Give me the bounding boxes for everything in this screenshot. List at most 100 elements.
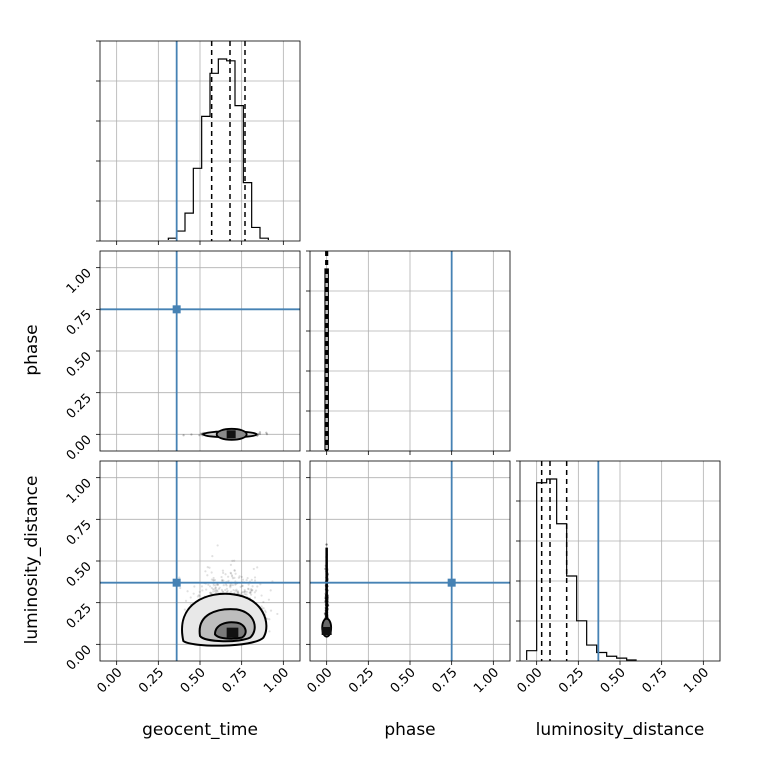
sample-point [238, 575, 241, 578]
sample-point [243, 593, 247, 596]
sample-point [233, 559, 236, 562]
histogram-grid-horizontal [100, 80, 300, 202]
sample-point [224, 588, 227, 592]
sample-point [254, 589, 258, 592]
x-tick-label: 0.50 [178, 665, 209, 696]
sample-point [221, 578, 224, 582]
sample-point [246, 576, 249, 580]
sample-point [184, 599, 188, 602]
sample-point [201, 589, 204, 592]
sample-point [212, 590, 215, 593]
sample-point [268, 618, 271, 621]
x-tick-label: 1.00 [471, 665, 502, 696]
sample-point [220, 575, 223, 579]
sample-point [233, 569, 236, 572]
sample-point [235, 590, 238, 593]
sample-point [256, 566, 259, 569]
sample-point [216, 583, 219, 586]
sample-point [222, 590, 225, 594]
x-tick-label: 0.50 [388, 665, 419, 696]
sample-point [234, 572, 237, 575]
sample-point [269, 589, 272, 592]
sample-point [247, 583, 250, 586]
gridlines [100, 461, 300, 661]
sample-point [276, 612, 279, 616]
sample-point [229, 586, 232, 589]
sample-point [242, 591, 246, 594]
sample-point [230, 590, 233, 593]
x-axis-label-luminosity-distance: luminosity_distance [536, 720, 705, 740]
sample-point [228, 584, 232, 587]
y-axis-label-luminosity-distance: luminosity_distance [22, 476, 42, 645]
density-peak [226, 430, 236, 439]
sample-point [189, 596, 192, 599]
sample-point [256, 585, 259, 588]
truth-marker [172, 578, 181, 587]
sample-point [253, 576, 257, 579]
sample-point [213, 578, 217, 582]
sample-point [229, 563, 233, 566]
sample-point [243, 588, 246, 592]
sample-point [186, 590, 189, 593]
sample-point [211, 555, 214, 558]
sample-point [229, 584, 233, 587]
sample-point [216, 590, 219, 593]
sample-point [249, 591, 252, 594]
sample-point [216, 544, 219, 547]
sample-point [222, 584, 225, 587]
sample-point [262, 600, 265, 604]
sample-point [250, 578, 253, 581]
gridlines [116, 41, 284, 241]
x-tick-label: 0.25 [346, 665, 377, 696]
sample-point [179, 586, 182, 590]
sample-point [241, 584, 244, 587]
sample-point [225, 584, 228, 587]
histogram-geocent_time [167, 58, 269, 240]
sample-point [227, 579, 230, 582]
sample-point [234, 583, 237, 586]
sample-point [236, 590, 240, 593]
sample-point [182, 434, 185, 437]
x-tick-label: 0.50 [598, 665, 629, 696]
sample-point [206, 566, 209, 569]
sample-point [250, 588, 253, 591]
y-axis-label-phase: phase [22, 324, 42, 375]
sample-point [229, 583, 232, 586]
sample-point [212, 584, 215, 587]
y-tick-label: 0.25 [64, 391, 95, 422]
sample-point [210, 571, 213, 574]
x-tick-label: 1.00 [681, 665, 712, 696]
sample-point [237, 591, 240, 594]
truth-marker [172, 305, 181, 314]
sample-point [197, 594, 200, 597]
x-tick-label: 0.75 [219, 665, 250, 696]
sample-point [227, 575, 230, 578]
sample-point [215, 591, 218, 594]
sample-point [323, 612, 326, 615]
sample-point [206, 574, 209, 577]
sample-point [217, 587, 220, 591]
histogram-luminosity_distance [526, 478, 637, 661]
sample-point [262, 607, 265, 610]
sample-point [253, 579, 257, 582]
sample-point [204, 570, 207, 573]
sample-point [240, 591, 243, 594]
y-tick-label: 0.50 [64, 559, 95, 590]
sample-point [257, 432, 260, 435]
sample-point [207, 583, 210, 586]
gridlines [326, 251, 494, 451]
sample-point [245, 590, 248, 593]
sample-point [247, 587, 250, 590]
sample-point [240, 575, 243, 579]
x-tick-label: 0.25 [556, 665, 587, 696]
histogram-grid-horizontal [310, 290, 510, 412]
sample-point [260, 605, 263, 608]
sample-point [231, 575, 234, 578]
x-tick-label: 0.00 [514, 665, 545, 696]
sample-point [241, 590, 244, 594]
sample-point [214, 584, 217, 587]
truth-marker [447, 578, 456, 587]
density-peak [226, 627, 239, 638]
sample-point [178, 576, 181, 579]
